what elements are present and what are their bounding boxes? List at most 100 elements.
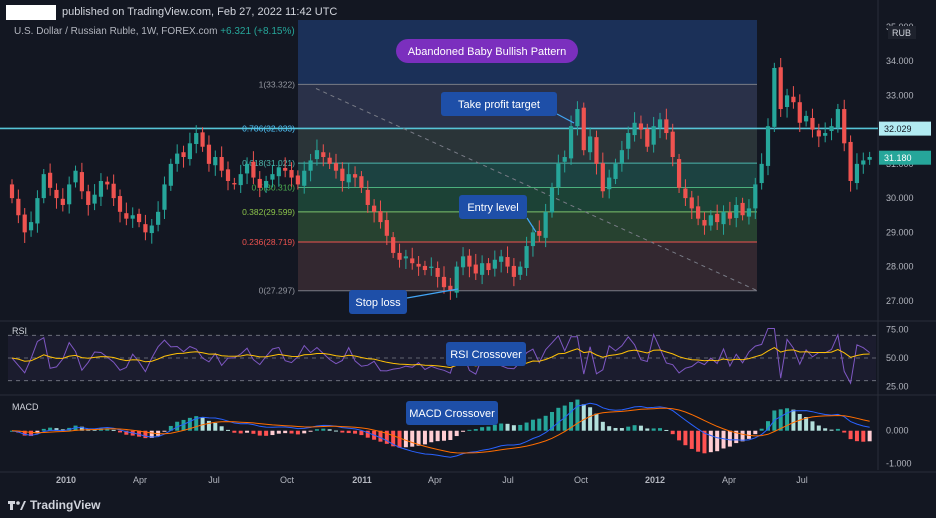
macd-histogram-bar: [861, 430, 866, 442]
macd-line: [11, 402, 870, 458]
candle-body: [213, 157, 218, 166]
candle-body: [194, 133, 199, 144]
candle-body: [689, 197, 694, 209]
macd-histogram-bar: [22, 430, 27, 436]
candle-body: [518, 266, 523, 275]
price-tick-label: 29.000: [886, 227, 914, 237]
candle-body: [651, 126, 656, 145]
macd-crossover-callout[interactable]: MACD Crossover: [406, 401, 498, 425]
macd-tick-label: -1.000: [886, 458, 912, 468]
macd-histogram-bar: [442, 430, 446, 441]
candle-body: [73, 170, 78, 183]
candle-body: [823, 133, 828, 136]
candle-body: [791, 96, 796, 103]
macd-histogram-bar: [403, 430, 408, 448]
candle-body: [816, 130, 821, 137]
time-tick-label: Oct: [574, 475, 589, 485]
candle-body: [696, 206, 701, 219]
fibonacci-retracement[interactable]: 1(33.322) 0.786(32.033) 0.618(31.021) 0.5(3…: [0, 20, 878, 296]
macd-title: MACD: [12, 402, 39, 412]
macd-histogram-bar: [302, 430, 307, 434]
macd-histogram-bar: [73, 425, 78, 431]
macd-histogram-bar: [461, 430, 466, 432]
publish-header: published on TradingView.com, Feb 27, 20…: [6, 4, 337, 20]
rsi-crossover-callout[interactable]: RSI Crossover: [446, 342, 526, 366]
candle-body: [715, 213, 720, 223]
time-axis: 2010 Apr Jul Oct 2011 Apr Jul Oct 2012 Apr Jul: [56, 475, 808, 485]
macd-histogram-bar: [206, 420, 211, 431]
macd-histogram-bar: [276, 430, 281, 434]
candle-body: [492, 259, 497, 269]
rsi-line: [11, 328, 870, 385]
candle-body: [156, 211, 161, 225]
candle-body: [175, 153, 180, 164]
candle-body: [537, 230, 542, 236]
entry-level-callout[interactable]: Entry level: [459, 195, 537, 233]
macd-histogram-bar: [340, 430, 345, 433]
macd-histogram-bar: [232, 430, 237, 433]
macd-histogram-bar: [480, 427, 485, 431]
macd-histogram-bar: [823, 428, 828, 431]
candle-body: [670, 131, 675, 158]
candle-body: [835, 109, 840, 128]
macd-histogram-bar: [816, 425, 821, 431]
macd-histogram-bar: [143, 430, 148, 439]
macd-histogram-bar: [359, 430, 364, 436]
candle-body: [460, 256, 466, 268]
macd-histogram-bar: [778, 409, 783, 431]
fib-level-label: 0.236(28.719): [242, 237, 295, 247]
macd-histogram-bar: [264, 430, 269, 436]
candle-body: [804, 115, 809, 122]
candle-body: [41, 174, 46, 199]
macd-histogram-bar: [696, 430, 701, 452]
last-price-badge: [879, 150, 931, 165]
macd-histogram-bar: [785, 408, 790, 431]
macd-histogram-bar: [353, 430, 358, 434]
last-price-badge: [879, 121, 931, 136]
macd-histogram-bar: [473, 429, 478, 431]
stop-loss-callout[interactable]: Stop loss: [349, 288, 459, 314]
candle-body: [486, 263, 491, 271]
candle-body: [861, 160, 866, 165]
macd-histogram-bar: [327, 429, 332, 431]
candle-body: [797, 102, 802, 123]
callout-text: Abandoned Baby Bullish Pattern: [408, 46, 566, 58]
publish-info: published on TradingView.com, Feb 27, 20…: [62, 6, 338, 18]
macd-histogram-bar: [448, 430, 453, 440]
candle-body: [410, 258, 415, 264]
candle-body: [734, 204, 739, 218]
macd-histogram-bar: [613, 427, 618, 431]
callout-text: Take profit target: [458, 99, 540, 111]
candle-body: [98, 180, 104, 197]
candle-body: [206, 144, 212, 164]
macd-histogram-bar: [543, 415, 548, 431]
footer-brand[interactable]: TradingView: [8, 498, 100, 512]
annotation-callouts[interactable]: Abandoned Baby Bullish Pattern Take profi…: [349, 39, 578, 425]
macd-histogram-bar: [664, 429, 669, 431]
candle-body: [664, 119, 669, 134]
macd-histogram-bar: [454, 430, 459, 437]
macd-histogram-bar: [867, 430, 872, 442]
take-profit-callout[interactable]: Take profit target: [441, 92, 575, 124]
candle-body: [295, 175, 300, 185]
macd-histogram-bar: [486, 426, 491, 431]
macd-histogram-bar: [10, 430, 14, 432]
time-tick-label: Apr: [722, 475, 736, 485]
macd-histogram-bar: [677, 430, 682, 441]
candle-body: [772, 67, 777, 127]
macd-histogram-bar: [251, 430, 256, 434]
macd-histogram-bar: [105, 428, 110, 431]
candle-body: [168, 163, 173, 186]
candle-body: [740, 202, 745, 216]
macd-histogram-bar: [651, 428, 656, 431]
macd-histogram-bar: [569, 402, 574, 431]
price-tick-label: 33.000: [886, 90, 914, 100]
price-tick-label: 27.000: [886, 296, 914, 306]
time-tick-label: Jul: [796, 475, 808, 485]
symbol-legend[interactable]: U.S. Dollar / Russian Ruble, 1W, FOREX.c…: [14, 26, 295, 37]
pattern-callout[interactable]: Abandoned Baby Bullish Pattern: [396, 39, 578, 63]
candle-body: [435, 267, 440, 277]
time-tick-label: Oct: [280, 475, 295, 485]
time-tick-label: Apr: [133, 475, 147, 485]
